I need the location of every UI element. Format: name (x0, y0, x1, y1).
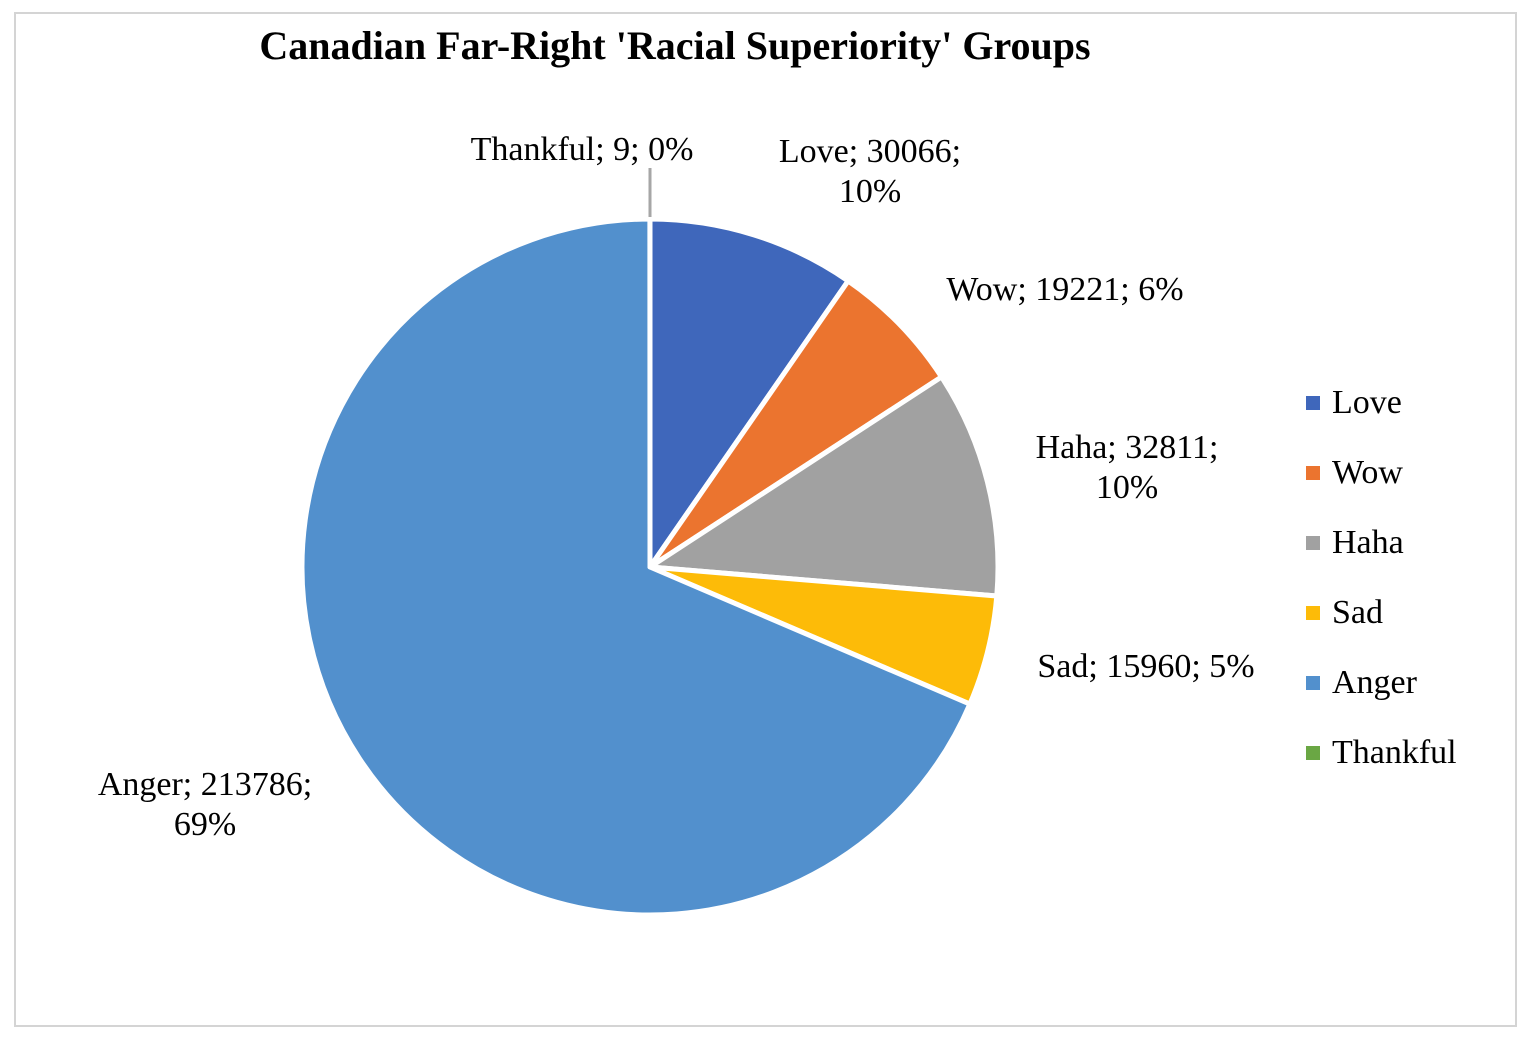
legend-label: Anger (1332, 664, 1417, 701)
data-label-sad: Sad; 15960; 5% (1037, 648, 1254, 685)
pie-slice-haha (647, 374, 1001, 599)
legend-swatch (1306, 676, 1320, 690)
legend-label: Thankful (1332, 734, 1457, 771)
legend-item-wow: Wow (1306, 438, 1457, 508)
legend-item-love: Love (1306, 368, 1457, 438)
legend-item-thankful: Thankful (1306, 718, 1457, 788)
legend-swatch (1306, 396, 1320, 410)
data-label-line: Anger; 213786; (98, 766, 312, 803)
legend-swatch (1306, 466, 1320, 480)
legend-label: Sad (1332, 594, 1383, 631)
chart-title: Canadian Far-Right 'Racial Superiority' … (259, 23, 1091, 68)
pie-slice-wow (647, 278, 945, 570)
data-label-line: Wow; 19221; 6% (946, 271, 1183, 308)
data-label-anger: Anger; 213786; 69% (98, 766, 312, 843)
legend-label: Haha (1332, 524, 1404, 561)
legend-swatch (1306, 606, 1320, 620)
data-label-line: 10% (1096, 469, 1158, 506)
data-label-thankful: Thankful; 9; 0% (471, 131, 694, 168)
data-label-wow: Wow; 19221; 6% (946, 271, 1183, 308)
data-label-line: Thankful; 9; 0% (471, 131, 694, 168)
data-label-haha: Haha; 32811; 10% (1036, 429, 1219, 506)
data-label-line: Haha; 32811; (1036, 429, 1219, 466)
pie-slice-love (647, 216, 851, 570)
data-label-line: Love; 30066; (779, 133, 961, 170)
legend-item-sad: Sad (1306, 578, 1457, 648)
pie-slice-anger (299, 216, 973, 918)
data-label-line: 69% (174, 806, 236, 843)
legend-label: Love (1332, 384, 1402, 421)
legend-item-haha: Haha (1306, 508, 1457, 578)
data-label-line: Sad; 15960; 5% (1037, 648, 1254, 685)
data-label-love: Love; 30066; 10% (779, 133, 961, 210)
data-label-line: 10% (839, 173, 901, 210)
legend-item-anger: Anger (1306, 648, 1457, 718)
legend-swatch (1306, 746, 1320, 760)
legend: Love Wow Haha Sad Anger Thankful (1306, 368, 1457, 788)
legend-swatch (1306, 536, 1320, 550)
legend-label: Wow (1332, 454, 1403, 491)
